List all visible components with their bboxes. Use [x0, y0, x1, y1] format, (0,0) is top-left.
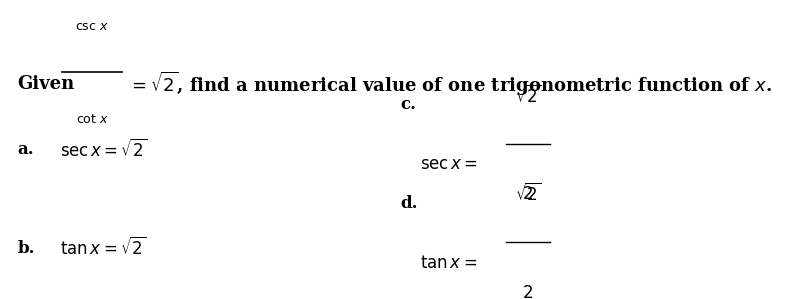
Text: $2$: $2$ [522, 285, 534, 299]
Text: Given: Given [18, 75, 75, 93]
Text: a.: a. [18, 141, 34, 158]
Text: $2$: $2$ [522, 186, 534, 203]
Text: $\sqrt{2}$: $\sqrt{2}$ [515, 85, 541, 107]
Text: $\tan x = \sqrt{2}$: $\tan x = \sqrt{2}$ [60, 237, 146, 259]
Text: $\tan x =$: $\tan x =$ [420, 255, 477, 271]
Text: $\sqrt{2}$: $\sqrt{2}$ [515, 183, 541, 205]
Text: $\sec x =$: $\sec x =$ [420, 156, 478, 173]
Text: c.: c. [400, 96, 416, 113]
Text: $\sec x = \sqrt{2}$: $\sec x = \sqrt{2}$ [60, 138, 147, 161]
Text: d.: d. [400, 195, 418, 212]
Text: $= \sqrt{2}$, find a numerical value of one trigonometric function of $\mathit{x: $= \sqrt{2}$, find a numerical value of … [128, 70, 773, 98]
Text: $\mathregular{cot}$ $\mathit{x}$: $\mathregular{cot}$ $\mathit{x}$ [75, 113, 109, 126]
Text: $\mathregular{csc}$ $\mathit{x}$: $\mathregular{csc}$ $\mathit{x}$ [75, 20, 109, 33]
Text: b.: b. [18, 240, 35, 257]
